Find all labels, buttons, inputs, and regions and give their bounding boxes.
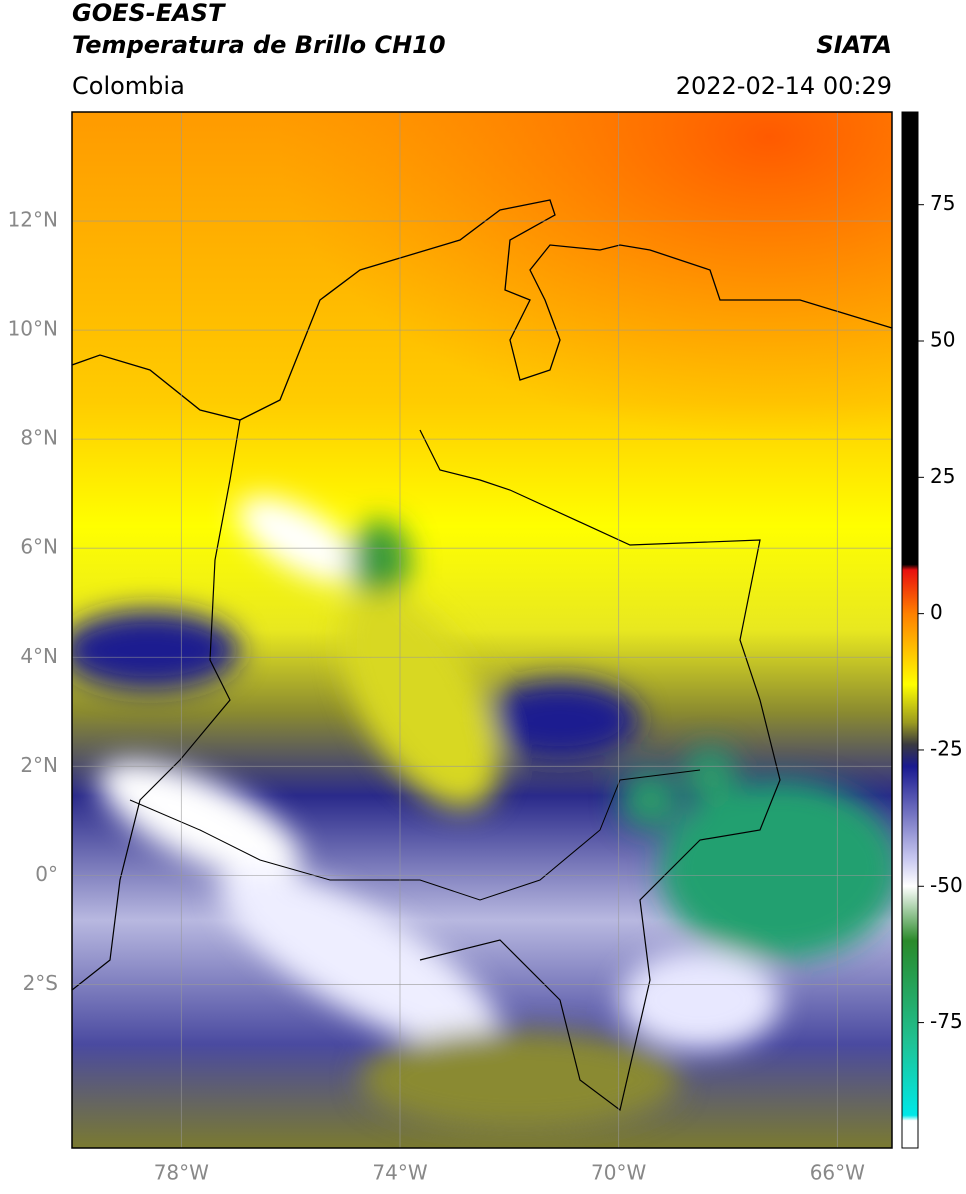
colorbar-tick-label: -75: [930, 1009, 963, 1033]
y-tick-label: 8°N: [20, 426, 58, 450]
x-tick-label: 66°W: [810, 1161, 865, 1185]
colorbar-tick-label: 0: [930, 600, 943, 624]
x-tick-label: 74°W: [372, 1161, 427, 1185]
title: GOES-EAST: [72, 0, 226, 27]
y-tick-label: 12°N: [8, 208, 58, 232]
satellite-image: [72, 112, 892, 1148]
timestamp: 2022-02-14 00:29: [676, 72, 892, 100]
colorbar: [901, 111, 919, 1149]
colorbar-tick-label: -50: [930, 873, 963, 897]
colorbar-tick-label: 75: [930, 191, 955, 215]
colorbar-tick-label: -25: [930, 736, 963, 760]
y-tick-label: 10°N: [8, 317, 58, 341]
x-tick-label: 70°W: [591, 1161, 646, 1185]
y-tick-label: 2°N: [20, 753, 58, 777]
x-tick-label: 78°W: [154, 1161, 209, 1185]
colorbar-tick-label: 25: [930, 464, 955, 488]
map-frame: [71, 111, 893, 1149]
y-tick-label: 2°S: [23, 971, 58, 995]
subtitle: Temperatura de Brillo CH10: [72, 31, 446, 59]
region: Colombia: [72, 72, 185, 100]
y-tick-label: 6°N: [20, 535, 58, 559]
colorbar-tick-label: 50: [930, 328, 955, 352]
y-tick-label: 0°: [35, 862, 58, 886]
source: SIATA: [816, 31, 892, 59]
graticule: [72, 112, 892, 1148]
y-tick-label: 4°N: [20, 644, 58, 668]
